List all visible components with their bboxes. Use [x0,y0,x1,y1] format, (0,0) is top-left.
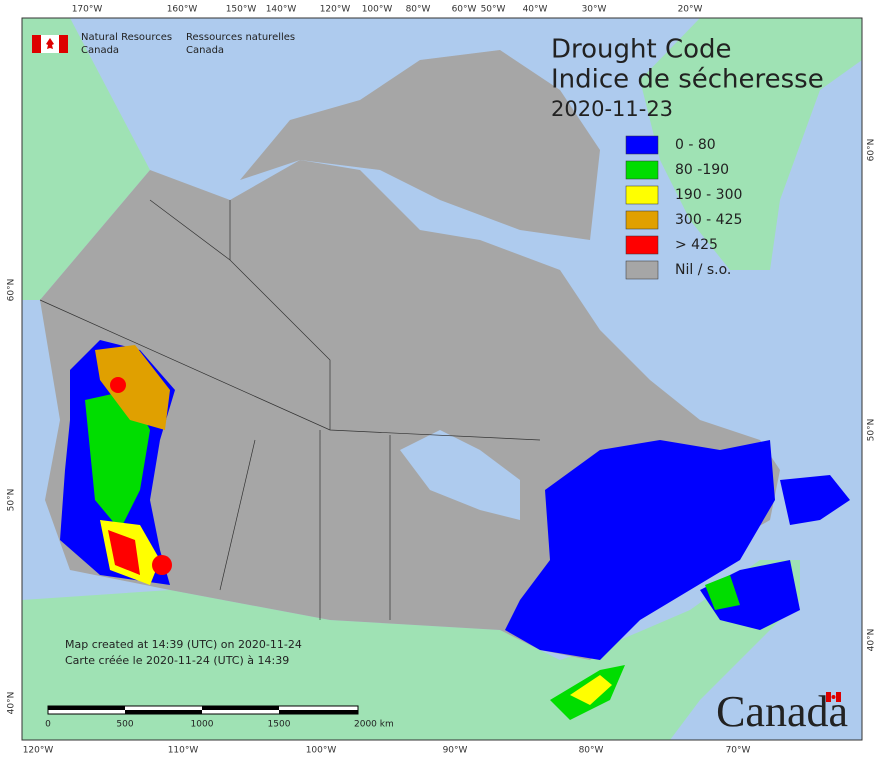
arctic-islands [240,50,600,240]
lon-label: 90°W [443,746,468,756]
lat-label: 50°N [867,419,877,442]
agency-fr: Canada [186,45,224,56]
west-orange [95,345,170,430]
lat-label: 60°N [867,139,877,162]
maritimes-green [705,575,740,610]
legend-swatch [625,135,659,155]
lon-label: 80°W [579,746,604,756]
flag-bar [59,35,68,53]
lat-label: 40°N [867,629,877,652]
note: Map created at 14:39 (UTC) on 2020-11-24 [65,638,302,651]
legend-label: Nil / s.o. [675,262,731,278]
legend-swatch [625,260,659,280]
flag-bar [826,692,831,702]
fire-spot [152,555,172,575]
newfoundland [780,475,850,525]
west-green [85,390,150,530]
legend-swatch [625,185,659,205]
lon-label: 140°W [266,5,297,15]
east-drought-0-80 [505,440,775,660]
date: 2020-11-23 [551,97,673,121]
lon-label: 170°W [72,5,103,15]
border [219,200,391,620]
legend-swatch [625,160,659,180]
hudson-bay [400,430,520,520]
scale-segment [202,706,279,710]
scale-bar [47,705,359,715]
lon-label: 120°W [23,746,54,756]
ontario-south-yellow [570,675,612,705]
title: Drought Code [551,35,732,65]
lon-label: 40°W [523,5,548,15]
border [39,299,541,441]
lon-label: 120°W [320,5,351,15]
scale-label: 0 [45,720,51,730]
map [21,17,863,741]
legend-label: 190 - 300 [675,187,742,203]
scale-label: 2000 km [354,720,394,730]
agency-fr: Ressources naturelles [186,32,295,43]
west-red [108,530,140,575]
legend-swatch [625,235,659,255]
maple-leaf [831,695,836,699]
lon-label: 110°W [168,746,199,756]
note: Carte créée le 2020-11-24 (UTC) à 14:39 [65,654,289,667]
greenland [640,18,862,270]
fire-spot [110,377,126,393]
agency-en: Canada [81,45,119,56]
map-frame [21,17,863,741]
lat-label: 60°N [7,279,17,302]
border [149,199,331,430]
agency-en: Natural Resources [81,32,172,43]
legend-label: 300 - 425 [675,212,742,228]
lon-label: 60°W [452,5,477,15]
lon-label: 100°W [306,746,337,756]
lon-label: 50°W [481,5,506,15]
lon-label: 70°W [726,746,751,756]
flag-bar [836,692,841,702]
lon-label: 100°W [362,5,393,15]
flag-bar [32,35,41,53]
title: Indice de sécheresse [551,65,824,95]
alaska [22,18,150,300]
legend-label: 80 -190 [675,162,729,178]
scale-label: 1000 [191,720,214,730]
maple-leaf [46,38,54,49]
lon-label: 160°W [167,5,198,15]
lon-label: 150°W [226,5,257,15]
lat-label: 50°N [7,489,17,512]
lat-label: 40°N [7,692,17,715]
legend-swatch [625,210,659,230]
flag [32,35,68,53]
legend-label: 0 - 80 [675,137,716,153]
legend-label: > 425 [675,237,718,253]
lon-label: 80°W [406,5,431,15]
lon-label: 20°W [678,5,703,15]
lon-label: 30°W [582,5,607,15]
scale-segment [279,710,358,714]
wordmark-flag [826,692,841,702]
scale-label: 500 [116,720,133,730]
scale-segment [125,710,202,714]
scale-label: 1500 [268,720,291,730]
scale-segment [48,706,125,710]
